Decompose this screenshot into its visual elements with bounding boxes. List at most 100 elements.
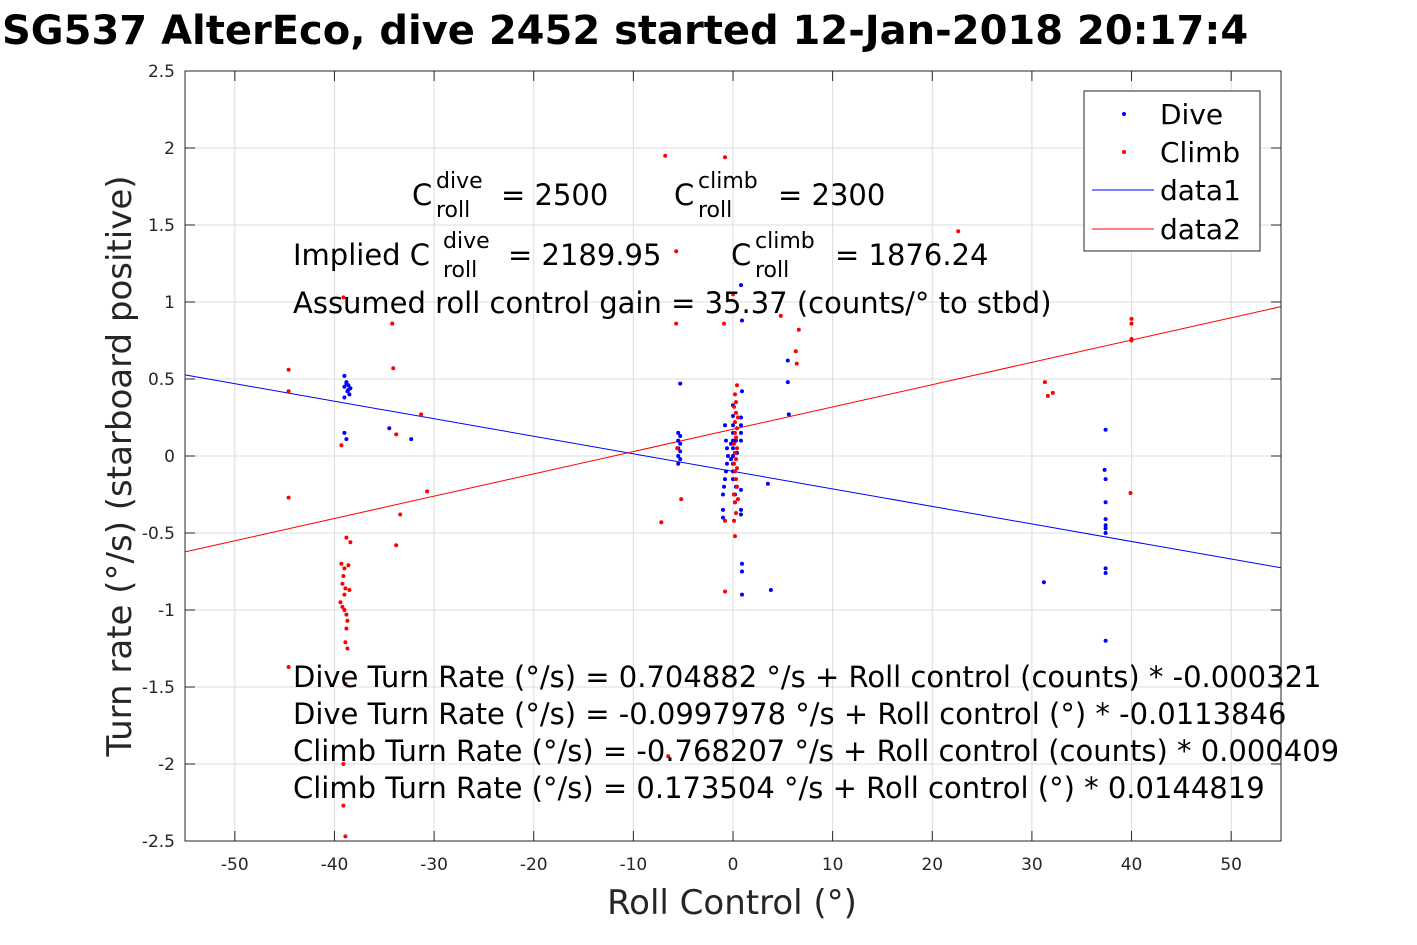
dive-point bbox=[734, 438, 738, 443]
implied-dive-sup: dive bbox=[443, 229, 490, 254]
climb-point bbox=[338, 600, 343, 605]
climb-point bbox=[736, 497, 740, 502]
climb-point bbox=[1050, 390, 1055, 395]
climb-point bbox=[394, 432, 399, 437]
c-dive-prefix: C bbox=[412, 178, 432, 212]
dive-point bbox=[739, 438, 743, 443]
y-tick-label: -2 bbox=[158, 755, 175, 775]
climb-point bbox=[956, 229, 961, 234]
x-tick-label: -50 bbox=[221, 855, 249, 875]
climb-point bbox=[1045, 393, 1050, 398]
dive-point bbox=[344, 437, 349, 442]
climb-point bbox=[735, 466, 739, 471]
c-dive-value: = 2500 bbox=[501, 178, 608, 212]
dive-point bbox=[724, 469, 728, 474]
c-dive-sub: roll bbox=[436, 198, 470, 223]
dive-point bbox=[740, 561, 744, 566]
dive-point bbox=[739, 512, 743, 517]
climb-point bbox=[732, 404, 736, 409]
y-tick-label: 2.5 bbox=[148, 62, 175, 82]
climb-point bbox=[1042, 380, 1047, 385]
implied-dive-value: = 2189.95 bbox=[508, 238, 661, 272]
dive-point bbox=[739, 507, 743, 512]
climb-point bbox=[345, 618, 350, 623]
climb-point bbox=[398, 512, 403, 517]
climb-point bbox=[734, 410, 738, 415]
y-tick-label: 1 bbox=[164, 293, 175, 313]
legend-box bbox=[1083, 90, 1261, 252]
dive-point bbox=[678, 441, 683, 446]
chart-title: SG537 AlterEco, dive 2452 started 12-Jan… bbox=[2, 8, 1248, 54]
climb-point bbox=[341, 295, 346, 300]
dive-point bbox=[1103, 571, 1108, 575]
x-tick-label: 40 bbox=[1121, 855, 1143, 875]
roll-coefficients: C dive roll = 2500 C climb roll = 2300 I… bbox=[293, 169, 1052, 320]
x-tick-label: -30 bbox=[420, 855, 448, 875]
dive-point bbox=[731, 414, 735, 418]
dive-point bbox=[739, 415, 743, 420]
dive-point bbox=[740, 389, 744, 394]
dive-point bbox=[731, 477, 735, 482]
climb-point bbox=[659, 520, 664, 525]
dive-point bbox=[724, 438, 728, 443]
x-tick-label: 50 bbox=[1220, 855, 1242, 875]
legend-data2-label: data2 bbox=[1160, 213, 1241, 246]
dive-point bbox=[739, 283, 743, 288]
climb-point bbox=[340, 604, 345, 609]
legend-dive-marker bbox=[1122, 112, 1126, 116]
x-tick-label: -40 bbox=[321, 855, 349, 875]
implied-dive-sub: roll bbox=[443, 258, 477, 283]
c-climb-sub: roll bbox=[698, 198, 732, 223]
climb-point bbox=[342, 608, 347, 612]
dive-point bbox=[1103, 500, 1108, 505]
dive-point bbox=[346, 387, 351, 392]
dive-point bbox=[726, 454, 730, 458]
dive-point bbox=[347, 392, 352, 397]
climb-point bbox=[734, 477, 738, 482]
dive-point bbox=[342, 384, 347, 389]
climb-point bbox=[732, 518, 736, 523]
fit-line-data2 bbox=[184, 306, 1282, 553]
x-tick-label: 10 bbox=[822, 855, 844, 875]
y-tick-label: 0.5 bbox=[148, 370, 175, 390]
climb-point bbox=[735, 383, 739, 388]
legend-climb-label: Climb bbox=[1160, 136, 1240, 169]
dive-point bbox=[387, 426, 392, 431]
dive-point bbox=[1103, 427, 1108, 432]
implied-climb-value: = 1876.24 bbox=[835, 238, 988, 272]
y-tick-label: 1.5 bbox=[148, 216, 175, 236]
dive-point bbox=[740, 569, 744, 574]
climb-point bbox=[346, 563, 351, 568]
c-dive-sup: dive bbox=[436, 169, 483, 194]
climb-point bbox=[794, 361, 799, 366]
y-tick-label: -1.5 bbox=[142, 678, 175, 698]
climb-point bbox=[343, 640, 348, 645]
climb-point bbox=[344, 612, 349, 617]
dive-point bbox=[1103, 638, 1108, 643]
y-axis-label: Turn rate (°/s) (starboard positive) bbox=[100, 175, 140, 757]
dive-point bbox=[739, 487, 743, 492]
climb-point bbox=[1129, 321, 1134, 326]
dive-degrees-equation: Dive Turn Rate (°/s) = -0.0997978 °/s + … bbox=[293, 697, 1286, 731]
c-climb-sup: climb bbox=[698, 169, 758, 194]
dive-point bbox=[678, 457, 683, 462]
climb-point bbox=[796, 327, 801, 332]
dive-point bbox=[740, 592, 744, 597]
climb-point bbox=[735, 484, 739, 489]
dive-point bbox=[786, 412, 791, 417]
climb-point bbox=[679, 497, 684, 502]
climb-point bbox=[734, 435, 738, 440]
climb-point bbox=[736, 415, 740, 420]
climb-point bbox=[733, 534, 737, 539]
x-tick-label: -10 bbox=[619, 855, 647, 875]
dive-point bbox=[731, 446, 735, 451]
y-tick-label: 0 bbox=[164, 447, 175, 467]
dive-point bbox=[676, 438, 681, 443]
implied-climb-sub: roll bbox=[755, 258, 789, 283]
legend-data1-label: data1 bbox=[1160, 174, 1241, 207]
legend: Dive Climb data1 data2 bbox=[1083, 90, 1261, 252]
fit-equations: Dive Turn Rate (°/s) = 0.704882 °/s + Ro… bbox=[293, 660, 1339, 805]
legend-dive-label: Dive bbox=[1160, 98, 1223, 131]
climb-point bbox=[734, 400, 738, 405]
